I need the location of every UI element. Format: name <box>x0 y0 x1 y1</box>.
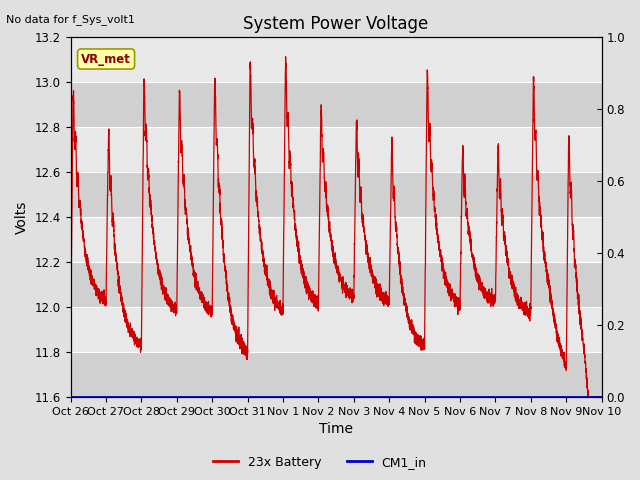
Bar <box>70 127 602 172</box>
Bar <box>70 172 602 217</box>
Title: System Power Voltage: System Power Voltage <box>243 15 429 33</box>
Legend: 23x Battery, CM1_in: 23x Battery, CM1_in <box>208 451 432 474</box>
Text: No data for f_Sys_volt1: No data for f_Sys_volt1 <box>6 14 135 25</box>
Bar <box>70 307 602 352</box>
X-axis label: Time: Time <box>319 422 353 436</box>
Bar <box>70 217 602 262</box>
Bar <box>70 37 602 82</box>
Y-axis label: Volts: Volts <box>15 201 29 234</box>
Text: VR_met: VR_met <box>81 52 131 65</box>
Bar <box>70 82 602 127</box>
Bar <box>70 352 602 397</box>
Bar <box>70 262 602 307</box>
